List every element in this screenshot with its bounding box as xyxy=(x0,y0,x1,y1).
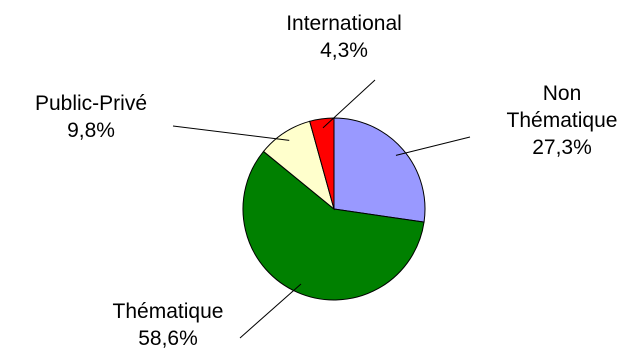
leader-line-public-prive xyxy=(172,125,290,141)
pie-slice-non-thematique xyxy=(333,117,426,223)
value-label-international: 4,3% xyxy=(320,39,368,62)
category-label-thematique: Thématique xyxy=(113,300,224,323)
category-label-international: International xyxy=(286,12,402,35)
slice-labels: Non Thématique 27,3% Thématique 58,6% Public-… xyxy=(35,12,617,350)
leader-line-thematique xyxy=(239,283,302,339)
pie-slices xyxy=(242,117,426,301)
category-label-non-thematique: Thématique xyxy=(507,109,618,132)
leader-lines xyxy=(172,79,471,339)
leader-line-non-thematique xyxy=(395,136,471,156)
category-label-non-thematique: Non xyxy=(543,82,582,105)
value-label-public-prive: 9,8% xyxy=(67,119,115,142)
category-label-public-prive: Public-Privé xyxy=(35,92,147,115)
value-label-non-thematique: 27,3% xyxy=(532,136,592,159)
leader-line-international xyxy=(322,79,376,129)
pie-slice-thematique xyxy=(242,150,425,301)
value-label-thematique: 58,6% xyxy=(138,327,198,350)
